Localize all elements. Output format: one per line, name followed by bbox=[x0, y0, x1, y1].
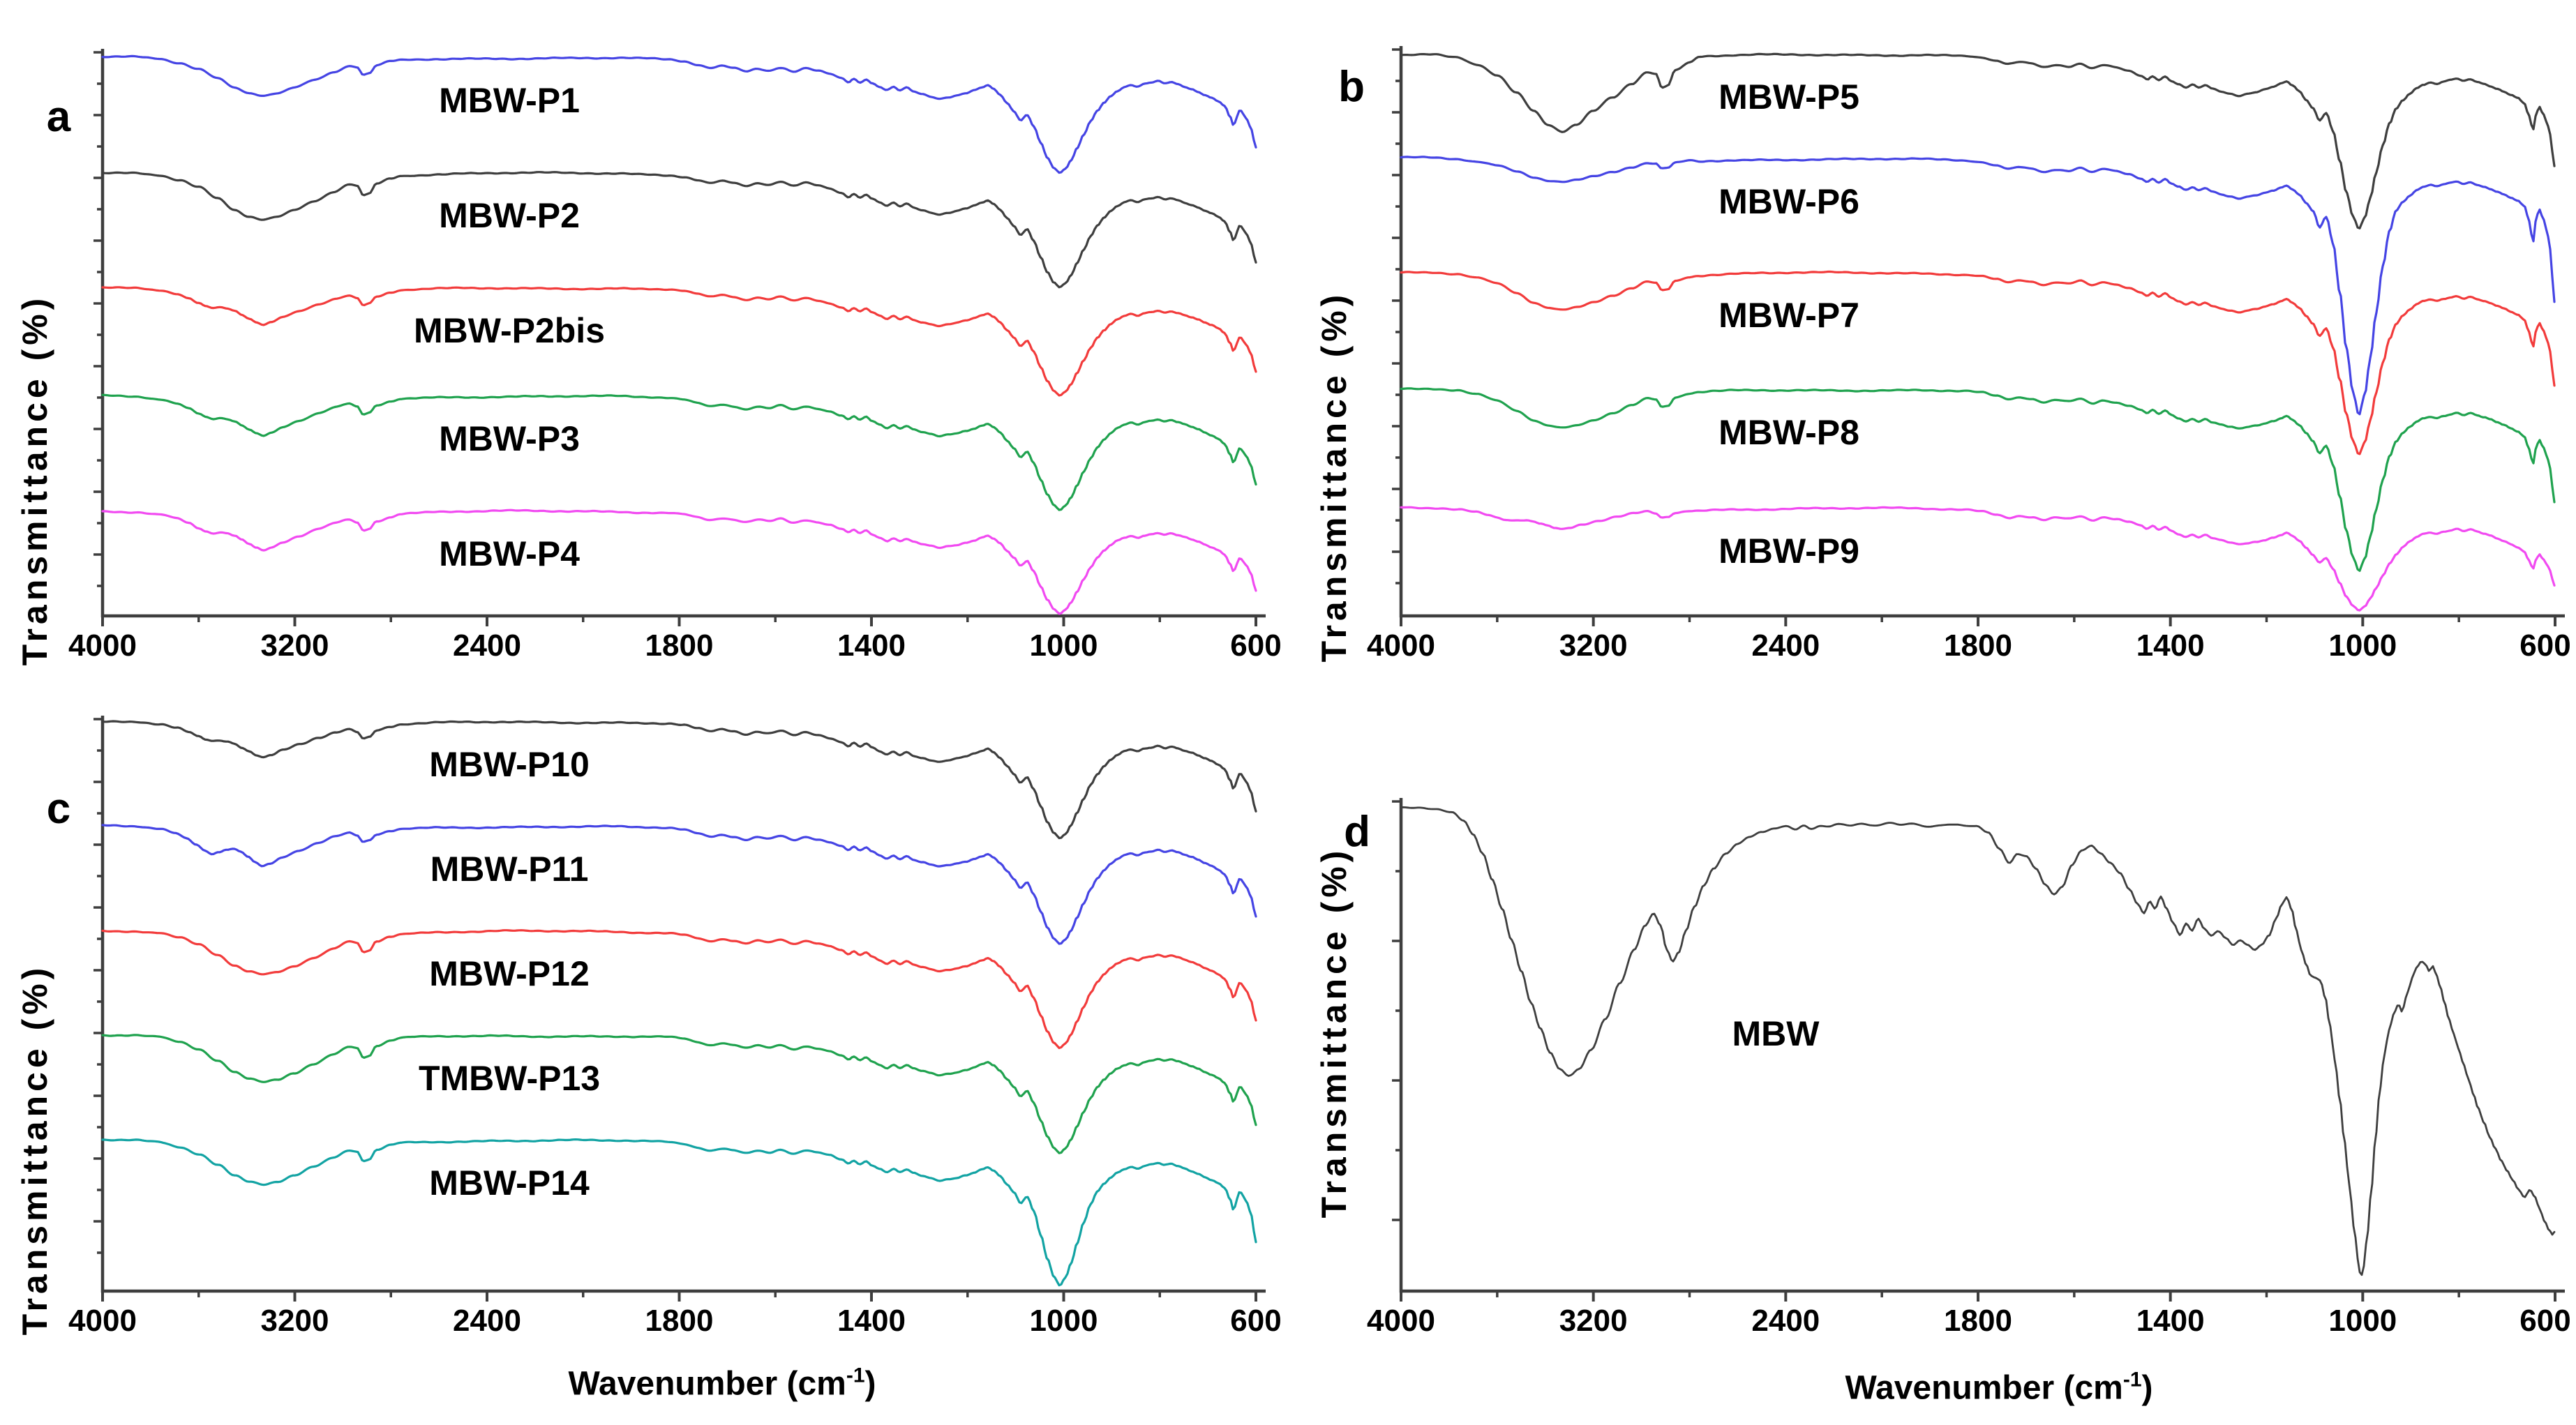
y-axis-title-d: Transmittance (%) bbox=[1315, 846, 1354, 1219]
spectrum-curve-MBW-P11 bbox=[101, 824, 1257, 945]
x-tick-label-d-600: 600 bbox=[2519, 1304, 2571, 1338]
axis-d bbox=[1399, 798, 2565, 1293]
spectrum-curve-MBW-P4 bbox=[101, 508, 1257, 615]
panel-d-plot bbox=[1392, 798, 2565, 1302]
x-tick-label-a-1000: 1000 bbox=[1029, 628, 1098, 663]
series-label-MBW-P2: MBW-P2 bbox=[439, 196, 580, 235]
x-tick-label-c-2400: 2400 bbox=[453, 1304, 521, 1338]
series-label-MBW-P5: MBW-P5 bbox=[1718, 77, 1859, 116]
series-label-MBW-P10: MBW-P10 bbox=[429, 745, 590, 784]
x-tick-label-c-4000: 4000 bbox=[68, 1304, 137, 1338]
x-axis-title-superscript: -1 bbox=[2122, 1368, 2142, 1392]
spectrum-curve-MBW-P9 bbox=[1400, 506, 2556, 612]
spectrum-curve-MBW-P6 bbox=[1400, 156, 2556, 416]
x-tick-label-a-1400: 1400 bbox=[837, 628, 906, 663]
x-tick-label-b-1800: 1800 bbox=[1944, 628, 2012, 663]
y-axis-title-b: Transmittance (%) bbox=[1315, 290, 1354, 663]
x-tick-label-d-1400: 1400 bbox=[2136, 1304, 2205, 1338]
axis-b bbox=[1399, 46, 2565, 618]
series-label-MBW-P1: MBW-P1 bbox=[439, 81, 580, 120]
x-tick-label-a-4000: 4000 bbox=[68, 628, 137, 663]
x-tick-label-a-1800: 1800 bbox=[645, 628, 714, 663]
series-label-MBW-P7: MBW-P7 bbox=[1718, 296, 1859, 335]
x-tick-label-b-2400: 2400 bbox=[1751, 628, 1820, 663]
series-label-MBW-P14: MBW-P14 bbox=[429, 1163, 590, 1202]
x-axis-title-end: ) bbox=[864, 1365, 876, 1403]
panel-a-plot bbox=[93, 49, 1266, 626]
spectrum-curve-MBW-P12 bbox=[101, 929, 1257, 1050]
axis-a bbox=[100, 49, 1266, 618]
series-label-MBW-P11: MBW-P11 bbox=[430, 850, 589, 889]
x-tick-label-b-3200: 3200 bbox=[1559, 628, 1628, 663]
series-label-MBW-P8: MBW-P8 bbox=[1718, 413, 1859, 452]
spectrum-curve-MBW-P7 bbox=[1400, 270, 2556, 455]
spectrum-curve-MBW-P14 bbox=[101, 1138, 1257, 1287]
x-tick-label-d-2400: 2400 bbox=[1751, 1304, 1820, 1338]
series-label-MBW-P3: MBW-P3 bbox=[439, 419, 580, 458]
x-tick-label-c-1000: 1000 bbox=[1029, 1304, 1098, 1338]
x-tick-label-c-1400: 1400 bbox=[837, 1304, 906, 1338]
x-tick-label-d-1800: 1800 bbox=[1944, 1304, 2012, 1338]
x-tick-label-a-2400: 2400 bbox=[453, 628, 521, 663]
spectrum-curve-MBW-P3 bbox=[101, 393, 1257, 511]
spectrum-curve-MBW bbox=[1400, 806, 2556, 1276]
spectrum-curve-MBW-P5 bbox=[1400, 52, 2556, 229]
x-tick-label-a-3200: 3200 bbox=[260, 628, 329, 663]
x-tick-label-d-4000: 4000 bbox=[1367, 1304, 1435, 1338]
x-axis-title-main: Wavenumber (cm bbox=[568, 1365, 846, 1403]
y-axis-title-a: Transmittance (%) bbox=[15, 294, 54, 666]
x-tick-label-a-600: 600 bbox=[1230, 628, 1282, 663]
series-label-MBW-P12: MBW-P12 bbox=[429, 954, 590, 993]
x-tick-label-b-1400: 1400 bbox=[2136, 628, 2205, 663]
y-axis-title-c: Transmittance (%) bbox=[15, 963, 54, 1336]
series-label-TMBW-P13: TMBW-P13 bbox=[418, 1059, 601, 1098]
x-axis-title-end: ) bbox=[2141, 1369, 2153, 1407]
spectrum-curve-MBW-P2 bbox=[101, 171, 1257, 289]
spectrum-curve-MBW-P10 bbox=[101, 720, 1257, 840]
spectrum-curve-TMBW-P13 bbox=[101, 1034, 1257, 1154]
x-axis-title-superscript: -1 bbox=[846, 1364, 865, 1387]
x-tick-label-c-3200: 3200 bbox=[260, 1304, 329, 1338]
panel-letter-c: c bbox=[46, 785, 71, 833]
series-label-MBW-P4: MBW-P4 bbox=[439, 534, 580, 573]
x-axis-title-c: Wavenumber (cm-1) bbox=[568, 1364, 876, 1403]
spectrum-curve-MBW-P8 bbox=[1400, 387, 2556, 572]
x-tick-label-d-1000: 1000 bbox=[2328, 1304, 2397, 1338]
spectrum-curve-MBW-P1 bbox=[101, 54, 1257, 174]
series-label-MBW: MBW bbox=[1732, 1014, 1820, 1053]
panel-letter-a: a bbox=[46, 93, 71, 141]
x-axis-title-main: Wavenumber (cm bbox=[1845, 1369, 2123, 1407]
series-label-MBW-P6: MBW-P6 bbox=[1718, 182, 1859, 221]
x-tick-label-d-3200: 3200 bbox=[1559, 1304, 1628, 1338]
spectrum-curve-MBW-P2bis bbox=[101, 286, 1257, 397]
x-tick-label-c-600: 600 bbox=[1230, 1304, 1282, 1338]
x-tick-label-c-1800: 1800 bbox=[645, 1304, 714, 1338]
series-label-MBW-P2bis: MBW-P2bis bbox=[414, 311, 605, 350]
x-tick-label-b-1000: 1000 bbox=[2328, 628, 2397, 663]
panel-letter-b: b bbox=[1338, 63, 1365, 111]
series-label-MBW-P9: MBW-P9 bbox=[1718, 531, 1859, 571]
panel-c-plot bbox=[93, 716, 1266, 1302]
x-axis-title-d: Wavenumber (cm-1) bbox=[1845, 1369, 2153, 1408]
panel-letter-d: d bbox=[1344, 808, 1370, 856]
x-tick-label-b-600: 600 bbox=[2519, 628, 2571, 663]
panel-b-plot bbox=[1392, 46, 2565, 626]
x-tick-label-b-4000: 4000 bbox=[1367, 628, 1435, 663]
